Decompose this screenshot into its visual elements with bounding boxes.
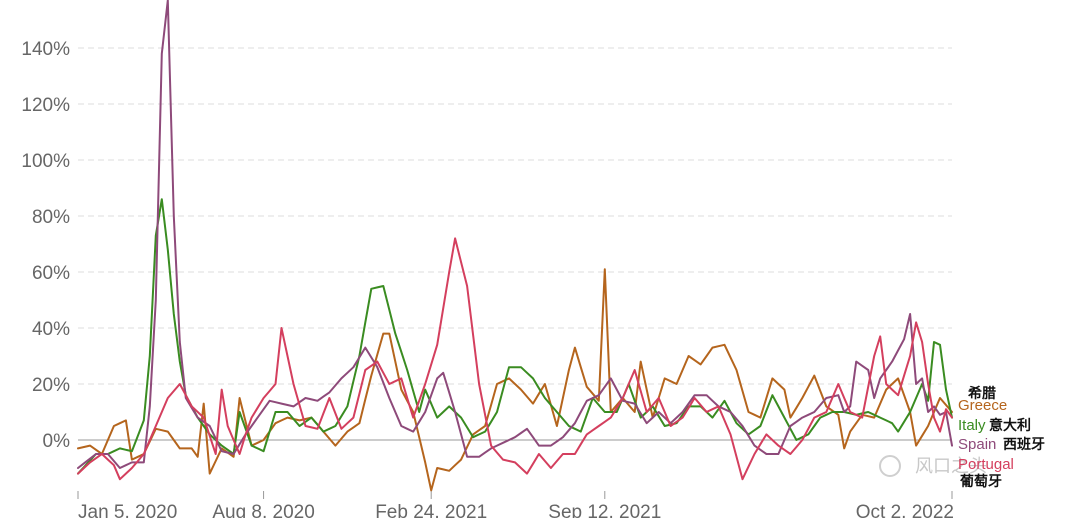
series-line-spain	[77, 0, 953, 469]
y-tick-label: 0%	[43, 431, 71, 452]
gridlines	[78, 47, 952, 441]
y-tick-label: 60%	[32, 263, 70, 284]
y-axis-ticks: 0% 20% 40% 60% 80% 100% 120% 140%	[21, 39, 70, 452]
y-tick-label: 120%	[21, 95, 70, 116]
watermark-text: 风口之头	[915, 456, 987, 477]
spain-cn-label: 西班牙	[1003, 436, 1045, 453]
series-line-greece	[77, 268, 953, 492]
italy-label: Italy	[958, 417, 986, 434]
greece-label: Greece	[958, 397, 1007, 414]
x-tick-label: Oct 2, 2022	[856, 502, 954, 518]
greece-cn-label: 希腊	[968, 385, 996, 402]
series-line-portugal	[77, 237, 953, 481]
spain-label: Spain	[958, 436, 996, 453]
y-tick-label: 20%	[32, 375, 70, 396]
series-line-italy	[77, 198, 953, 475]
series-lines	[77, 0, 953, 492]
x-tick-label: Feb 24, 2021	[375, 502, 487, 518]
watermark-logo-icon	[879, 455, 901, 477]
y-tick-label: 40%	[32, 319, 70, 340]
y-tick-label: 100%	[21, 151, 70, 172]
x-tick-label: Aug 8, 2020	[212, 502, 314, 518]
x-tick-label: Sep 12, 2021	[548, 502, 661, 518]
portugal-cn-label: 葡萄牙	[959, 473, 1002, 490]
x-tick-label: Jan 5, 2020	[78, 502, 177, 518]
portugal-label: Portugal	[958, 456, 1014, 473]
italy-cn-label: 意大利	[989, 417, 1031, 434]
y-tick-label: 80%	[32, 207, 70, 228]
y-tick-label: 140%	[21, 39, 70, 60]
x-axis-ticks: Jan 5, 2020 Aug 8, 2020 Feb 24, 2021 Sep 12…	[77, 491, 954, 518]
